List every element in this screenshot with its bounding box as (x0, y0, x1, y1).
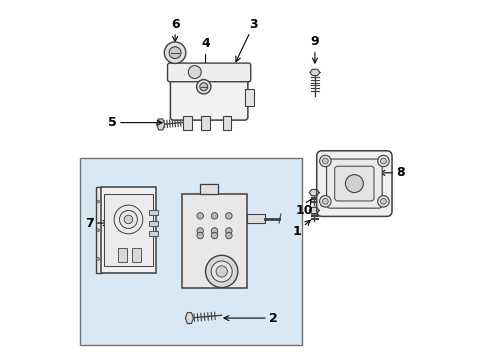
Circle shape (211, 213, 218, 219)
Circle shape (319, 195, 331, 207)
Circle shape (381, 198, 386, 204)
Circle shape (196, 80, 211, 94)
Bar (223, 116, 231, 130)
Circle shape (197, 228, 203, 234)
Polygon shape (309, 207, 319, 213)
Bar (80, 158, 302, 345)
Text: 10: 10 (295, 199, 313, 217)
Polygon shape (185, 312, 194, 324)
Text: 7: 7 (85, 216, 108, 230)
Circle shape (378, 195, 389, 207)
Circle shape (211, 261, 232, 282)
Polygon shape (310, 69, 320, 76)
Circle shape (345, 175, 364, 193)
Bar (200, 184, 218, 194)
Circle shape (216, 266, 227, 277)
Text: 3: 3 (236, 18, 258, 62)
Bar (247, 214, 265, 223)
FancyBboxPatch shape (317, 151, 392, 216)
Circle shape (322, 198, 328, 204)
Bar (183, 116, 192, 130)
Bar (104, 194, 153, 266)
Circle shape (188, 66, 201, 78)
Text: 4: 4 (201, 37, 210, 70)
FancyBboxPatch shape (335, 166, 374, 201)
Text: 6: 6 (171, 18, 179, 41)
Bar (118, 248, 126, 262)
FancyBboxPatch shape (326, 159, 382, 208)
Circle shape (164, 42, 186, 63)
Circle shape (197, 213, 203, 219)
Circle shape (381, 158, 386, 164)
Bar (149, 221, 158, 226)
Circle shape (97, 200, 99, 203)
Polygon shape (309, 189, 319, 195)
Bar (149, 210, 158, 215)
Circle shape (378, 155, 389, 167)
Bar (182, 194, 247, 288)
Circle shape (97, 229, 99, 231)
Circle shape (225, 232, 232, 239)
FancyBboxPatch shape (171, 75, 248, 120)
Bar (149, 231, 158, 236)
Circle shape (169, 47, 181, 59)
Circle shape (322, 158, 328, 164)
Bar (132, 248, 141, 262)
Text: 9: 9 (311, 35, 319, 63)
Circle shape (225, 213, 232, 219)
Circle shape (205, 255, 238, 288)
Bar (97, 187, 102, 273)
Bar (100, 187, 156, 273)
Text: 1: 1 (293, 220, 310, 238)
FancyBboxPatch shape (168, 63, 251, 82)
Bar (201, 116, 210, 130)
Text: 5: 5 (108, 116, 162, 129)
Circle shape (211, 228, 218, 234)
Circle shape (197, 232, 203, 239)
Circle shape (200, 83, 208, 91)
Circle shape (319, 155, 331, 167)
Text: 2: 2 (224, 311, 278, 325)
Polygon shape (157, 119, 165, 130)
Circle shape (225, 228, 232, 234)
Circle shape (211, 232, 218, 239)
Circle shape (124, 215, 133, 224)
Bar (245, 89, 254, 107)
Text: 8: 8 (380, 166, 405, 179)
Circle shape (97, 257, 99, 260)
